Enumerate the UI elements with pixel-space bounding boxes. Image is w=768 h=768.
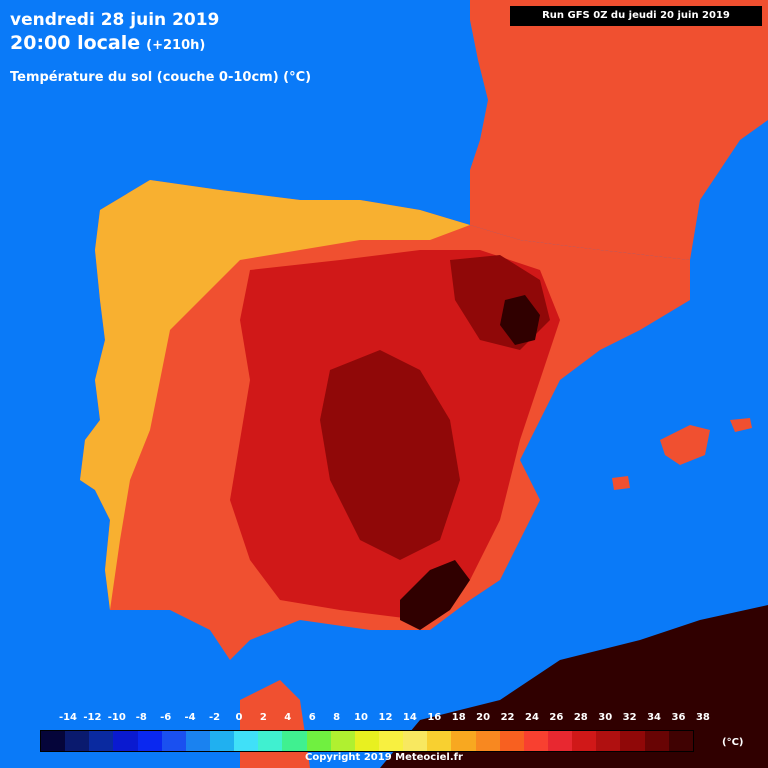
legend-swatch [547, 731, 573, 751]
legend-swatch [354, 731, 379, 751]
legend-label: 0 [235, 712, 243, 723]
legend-label: -4 [184, 712, 196, 723]
legend-swatch [89, 731, 114, 751]
legend-label: 8 [333, 712, 341, 723]
mallorca [660, 425, 710, 465]
legend-label: 14 [402, 712, 417, 723]
legend-swatch [185, 731, 210, 751]
forecast-time: 20:00 locale (+210h) [10, 32, 205, 57]
legend-label: -10 [107, 712, 126, 723]
menorca [730, 418, 752, 432]
legend-swatch [65, 731, 90, 751]
legend-label: 28 [573, 712, 588, 723]
legend-label: 38 [695, 712, 710, 723]
legend-label: 30 [598, 712, 613, 723]
legend-unit: (°C) [722, 737, 744, 748]
copyright: Copyright 2019 Meteociel.fr [305, 752, 463, 763]
legend-swatch [499, 731, 524, 751]
legend-label: 12 [378, 712, 393, 723]
legend-swatch [475, 731, 500, 751]
legend-swatch [234, 731, 259, 751]
forecast-lead: (+210h) [146, 38, 206, 53]
legend-label: 4 [284, 712, 292, 723]
legend-label: 24 [525, 712, 539, 723]
legend-swatch [137, 731, 162, 751]
legend-bar [40, 730, 694, 752]
legend-swatch [330, 731, 355, 751]
legend-label: 34 [647, 712, 662, 723]
legend-swatch [451, 731, 476, 751]
legend-swatch [427, 731, 452, 751]
legend-swatch [209, 731, 235, 751]
legend-label: 32 [622, 712, 637, 723]
extreme-south [400, 560, 470, 630]
legend-label: 16 [427, 712, 442, 723]
parameter-title: Température du sol (couche 0-10cm) (°C) [10, 70, 312, 85]
legend-swatch [644, 731, 669, 751]
legend-label: -12 [83, 712, 102, 723]
legend-swatch [113, 731, 138, 751]
france-land [470, 0, 768, 260]
legend-swatch [523, 731, 548, 751]
legend-label: 10 [354, 712, 368, 723]
legend-swatch [403, 731, 428, 751]
very-hot-zone [320, 350, 460, 560]
legend-swatch [258, 731, 283, 751]
legend-label: 26 [549, 712, 564, 723]
forecast-date: vendredi 28 juin 2019 [10, 10, 220, 30]
africa-land [380, 605, 768, 768]
legend-label: -6 [160, 712, 172, 723]
extreme-ebro [500, 295, 540, 345]
legend-swatch [620, 731, 645, 751]
legend-swatch [378, 731, 404, 751]
legend-swatch [306, 731, 331, 751]
legend-label: -2 [208, 712, 221, 723]
legend-swatch [596, 731, 621, 751]
legend-swatch [668, 731, 693, 751]
run-label: Run GFS 0Z du jeudi 20 juin 2019 [510, 6, 762, 26]
legend-swatch [572, 731, 597, 751]
legend-swatch [282, 731, 307, 751]
legend-label: 22 [500, 712, 515, 723]
legend-label: 6 [308, 712, 316, 723]
legend-label: 2 [259, 712, 267, 723]
legend-label: 18 [451, 712, 466, 723]
cool-zone [80, 180, 470, 610]
legend-swatch [41, 731, 66, 751]
forecast-time-text: 20:00 locale [10, 32, 141, 54]
legend-swatch [161, 731, 186, 751]
ibiza [612, 476, 630, 490]
legend-label: -8 [135, 712, 147, 723]
legend-label: -14 [58, 712, 78, 723]
legend-labels: -14 -12 -10 -8 -6 -4 -2 0 2 4 6 8 10 12 14 16 18 20 22 24 26… [40, 712, 720, 726]
legend-label: 20 [476, 712, 491, 723]
legend-label: 36 [671, 712, 686, 723]
